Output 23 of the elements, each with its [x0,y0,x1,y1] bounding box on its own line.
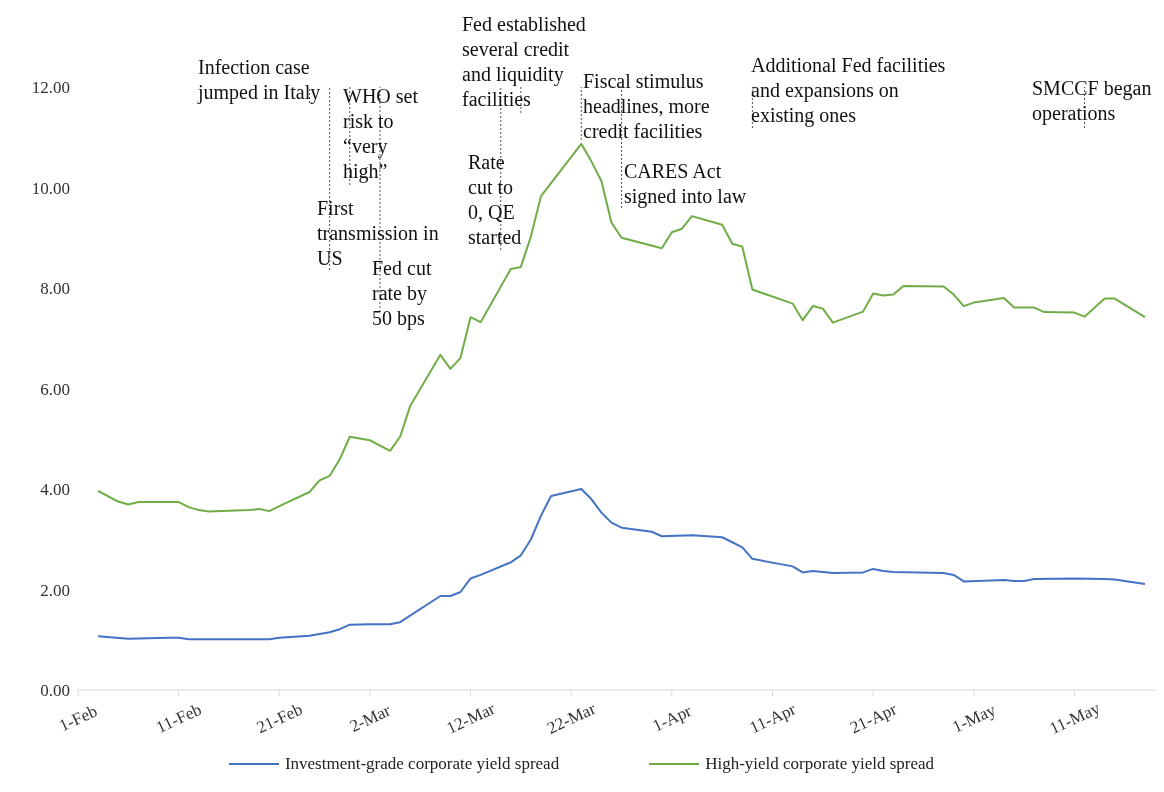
y-tick-label: 8.00 [40,279,70,299]
x-tick-label: 1-Apr [649,701,695,736]
y-tick-label: 0.00 [40,681,70,701]
ref-line-label: Rate cut to 0, QE started [468,150,523,250]
legend-label: High-yield corporate yield spread [704,754,935,774]
x-tick-label: 1-May [949,700,1000,737]
ref-line-label: WHO set risk to “very high” [343,84,419,184]
x-tick-label: 1-Feb [56,701,101,736]
ref-line-label: SMCCF began operations [1032,76,1153,126]
y-tick-label: 2.00 [40,580,70,600]
y-tick-label: 12.00 [31,78,70,98]
ref-line-label: Infection case jumped in Italy [198,55,322,105]
ref-line-label: CARES Act signed into law [624,159,748,209]
x-tick-label: 11-Feb [153,699,205,738]
legend-label: Investment-grade corporate yield spread [283,754,560,774]
y-tick-label: 6.00 [40,379,70,399]
y-tick-label: 10.00 [31,178,70,198]
x-tick-label: 2-Mar [346,700,394,736]
x-tick-label: 21-Feb [253,699,306,738]
ref-line-label: Additional Fed facilities and expansions on existing ones [751,53,947,128]
y-tick-label: 4.00 [40,480,70,500]
x-tick-label: 11-Apr [746,699,799,738]
x-tick-label: 21-Apr [847,699,900,738]
